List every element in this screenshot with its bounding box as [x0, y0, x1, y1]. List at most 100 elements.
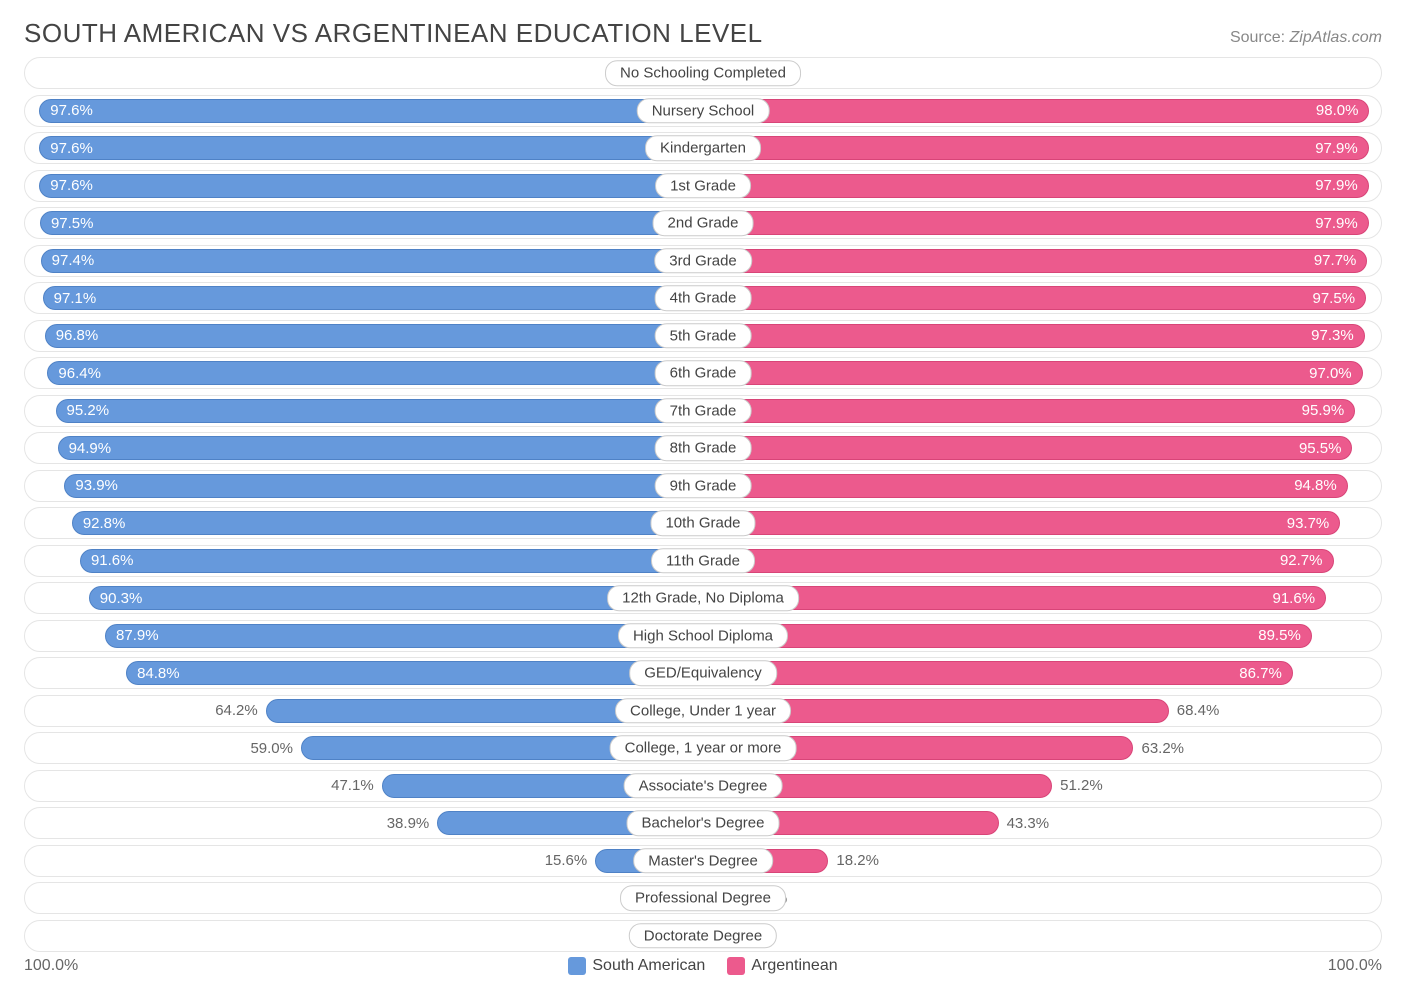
category-label: 4th Grade: [655, 285, 752, 311]
value-left: 93.9%: [65, 477, 128, 494]
category-label: 6th Grade: [655, 360, 752, 386]
chart-row: 84.8% 86.7% GED/Equivalency: [24, 657, 1382, 689]
chart-row: 97.4% 97.7% 3rd Grade: [24, 245, 1382, 277]
category-label: Doctorate Degree: [629, 923, 777, 949]
bar-left: 97.6%: [39, 174, 703, 198]
chart-row: 59.0%63.2%College, 1 year or more: [24, 732, 1382, 764]
legend-label-right: Argentinean: [751, 957, 837, 975]
value-right: 94.8%: [1284, 477, 1347, 494]
category-label: College, Under 1 year: [615, 698, 791, 724]
value-left: 47.1%: [323, 777, 382, 794]
bar-right: 92.7%: [703, 549, 1334, 573]
category-label: 5th Grade: [655, 323, 752, 349]
bar-right: 93.7%: [703, 511, 1340, 535]
bar-right: 97.3%: [703, 324, 1365, 348]
value-right: 95.5%: [1289, 440, 1352, 457]
value-right: 91.6%: [1263, 590, 1326, 607]
value-right: 63.2%: [1133, 740, 1192, 757]
chart-row: 93.9%94.8%9th Grade: [24, 470, 1382, 502]
value-left: 15.6%: [537, 852, 596, 869]
category-label: 3rd Grade: [654, 248, 752, 274]
value-left: 95.2%: [57, 402, 120, 419]
value-right: 86.7%: [1229, 665, 1292, 682]
value-left: 90.3%: [90, 590, 153, 607]
chart-row: 94.9% 95.5% 8th Grade: [24, 432, 1382, 464]
legend-item-left: South American: [568, 957, 705, 975]
chart-row: 97.6%97.9%1st Grade: [24, 170, 1382, 202]
value-right: 92.7%: [1270, 552, 1333, 569]
bar-left: 97.6%: [39, 136, 703, 160]
value-left: 64.2%: [207, 702, 266, 719]
value-left: 97.4%: [42, 252, 105, 269]
category-label: 8th Grade: [655, 435, 752, 461]
value-left: 84.8%: [127, 665, 190, 682]
bar-right: 98.0%: [703, 99, 1369, 123]
legend-label-left: South American: [592, 957, 705, 975]
bar-right: 95.5%: [703, 436, 1352, 460]
value-left: 59.0%: [242, 740, 301, 757]
chart-row: 97.1% 97.5%4th Grade: [24, 282, 1382, 314]
value-right: 18.2%: [828, 852, 887, 869]
bar-right: 97.0%: [703, 361, 1363, 385]
chart-row: 97.6% 98.0%Nursery School: [24, 95, 1382, 127]
category-label: GED/Equivalency: [629, 660, 777, 686]
value-left: 97.1%: [44, 290, 107, 307]
value-left: 94.9%: [59, 440, 122, 457]
value-right: 68.4%: [1169, 702, 1228, 719]
chart-row: 96.8% 97.3% 5th Grade: [24, 320, 1382, 352]
bar-right: 97.9%: [703, 211, 1369, 235]
value-right: 97.9%: [1305, 140, 1368, 157]
x-axis-left-max: 100.0%: [24, 957, 78, 975]
chart-row: 87.9%89.5%High School Diploma: [24, 620, 1382, 652]
value-right: 97.0%: [1299, 365, 1362, 382]
chart-row: 96.4% 97.0% 6th Grade: [24, 357, 1382, 389]
chart-row: 97.6% 97.9% Kindergarten: [24, 132, 1382, 164]
category-label: 2nd Grade: [653, 210, 754, 236]
chart-row: 1.8%2.3%Doctorate Degree: [24, 920, 1382, 952]
bar-right: 94.8%: [703, 474, 1348, 498]
bar-left: 96.8%: [45, 324, 703, 348]
bar-left: 97.5%: [40, 211, 703, 235]
value-right: 51.2%: [1052, 777, 1111, 794]
legend-swatch-left: [568, 957, 586, 975]
category-label: 12th Grade, No Diploma: [607, 585, 799, 611]
category-label: Master's Degree: [633, 848, 773, 874]
value-left: 96.4%: [48, 365, 111, 382]
category-label: No Schooling Completed: [605, 60, 801, 86]
value-right: 97.7%: [1304, 252, 1367, 269]
chart-row: 97.5% 97.9% 2nd Grade: [24, 207, 1382, 239]
chart-row: 64.2% 68.4% College, Under 1 year: [24, 695, 1382, 727]
category-label: Nursery School: [637, 98, 770, 124]
diverging-bar-chart: 2.4%2.1%No Schooling Completed97.6%98.0%…: [24, 57, 1382, 952]
bar-right: 97.5%: [703, 286, 1366, 310]
bar-left: 91.6%: [80, 549, 703, 573]
category-label: Kindergarten: [645, 135, 761, 161]
chart-row: 2.4%2.1%No Schooling Completed: [24, 57, 1382, 89]
value-left: 38.9%: [379, 815, 438, 832]
value-left: 97.6%: [40, 102, 103, 119]
chart-row: 15.6% 18.2% Master's Degree: [24, 845, 1382, 877]
value-left: 92.8%: [73, 515, 136, 532]
category-label: 10th Grade: [650, 510, 755, 536]
category-label: 7th Grade: [655, 398, 752, 424]
bar-right: 97.9%: [703, 174, 1369, 198]
chart-row: 4.7%5.9%Professional Degree: [24, 882, 1382, 914]
bar-left: 94.9%: [58, 436, 703, 460]
legend: South American Argentinean: [78, 957, 1327, 975]
x-axis-right-max: 100.0%: [1328, 957, 1382, 975]
bar-left: 93.9%: [64, 474, 703, 498]
chart-row: 92.8% 93.7%10th Grade: [24, 507, 1382, 539]
category-label: Professional Degree: [620, 885, 786, 911]
bar-left: 87.9%: [105, 624, 703, 648]
category-label: Associate's Degree: [624, 773, 783, 799]
bar-right: 89.5%: [703, 624, 1312, 648]
chart-row: 38.9%43.3%Bachelor's Degree: [24, 807, 1382, 839]
value-left: 97.6%: [40, 177, 103, 194]
value-right: 97.9%: [1305, 215, 1368, 232]
chart-row: 91.6%92.7%11th Grade: [24, 545, 1382, 577]
bar-right: 95.9%: [703, 399, 1355, 423]
value-right: 97.3%: [1301, 327, 1364, 344]
legend-swatch-right: [727, 957, 745, 975]
legend-item-right: Argentinean: [727, 957, 837, 975]
value-left: 91.6%: [81, 552, 144, 569]
